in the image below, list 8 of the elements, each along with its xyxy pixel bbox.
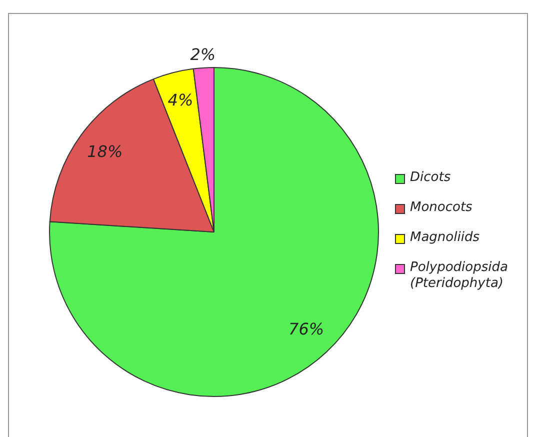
data-label: 2% <box>190 45 216 64</box>
legend-label: Dicots <box>410 170 451 186</box>
data-label: 18% <box>87 142 123 161</box>
legend-label: Monocots <box>410 200 472 216</box>
data-label: 4% <box>168 90 194 110</box>
legend-label: Magnoliids <box>410 230 480 246</box>
data-label: 76% <box>288 319 324 338</box>
legend-label: Polypodiopsida (Pteridophyta) <box>410 260 509 292</box>
